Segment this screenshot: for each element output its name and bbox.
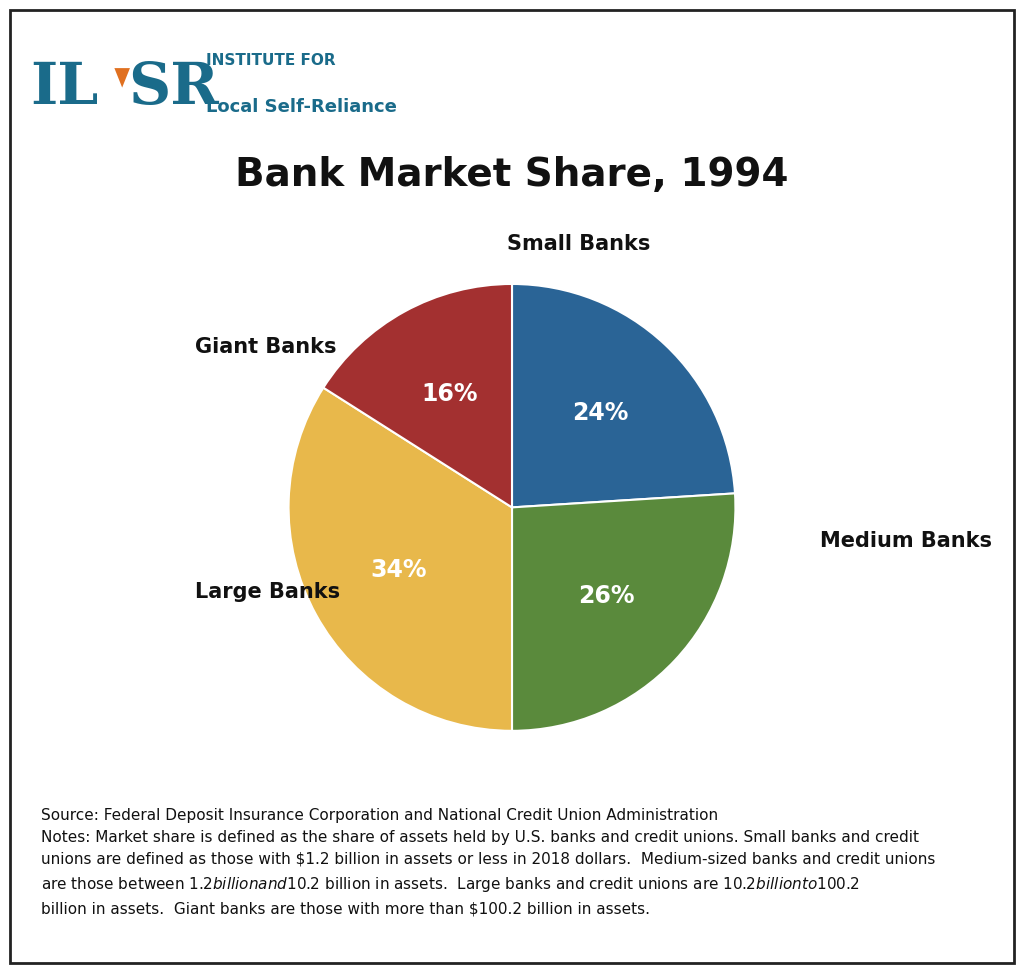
Text: Small Banks: Small Banks [507,234,650,254]
Text: Local Self-Reliance: Local Self-Reliance [206,98,396,116]
Text: INSTITUTE FOR: INSTITUTE FOR [206,53,336,68]
Text: Bank Market Share, 1994: Bank Market Share, 1994 [236,156,788,195]
Wedge shape [512,284,735,507]
Text: IL: IL [31,59,99,116]
Wedge shape [289,387,512,731]
Text: 26%: 26% [579,584,635,608]
Text: 34%: 34% [371,558,427,582]
Text: SR: SR [128,59,219,116]
Wedge shape [324,284,512,507]
Text: 24%: 24% [572,401,629,425]
Text: Giant Banks: Giant Banks [195,337,336,356]
Text: Large Banks: Large Banks [195,582,340,602]
Text: 16%: 16% [421,381,478,406]
Polygon shape [115,68,130,88]
Wedge shape [512,493,735,731]
Text: Medium Banks: Medium Banks [820,531,992,551]
Text: Source: Federal Deposit Insurance Corporation and National Credit Union Administ: Source: Federal Deposit Insurance Corpor… [41,808,935,917]
